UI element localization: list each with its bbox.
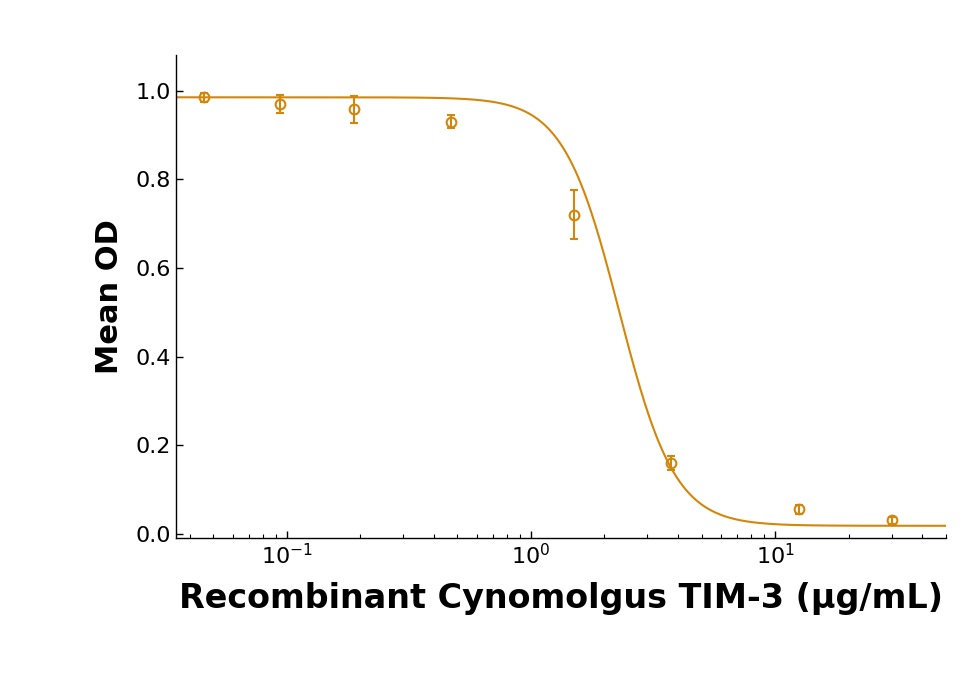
Y-axis label: Mean OD: Mean OD [95,219,124,374]
X-axis label: Recombinant Cynomolgus TIM-3 (μg/mL): Recombinant Cynomolgus TIM-3 (μg/mL) [178,582,943,615]
